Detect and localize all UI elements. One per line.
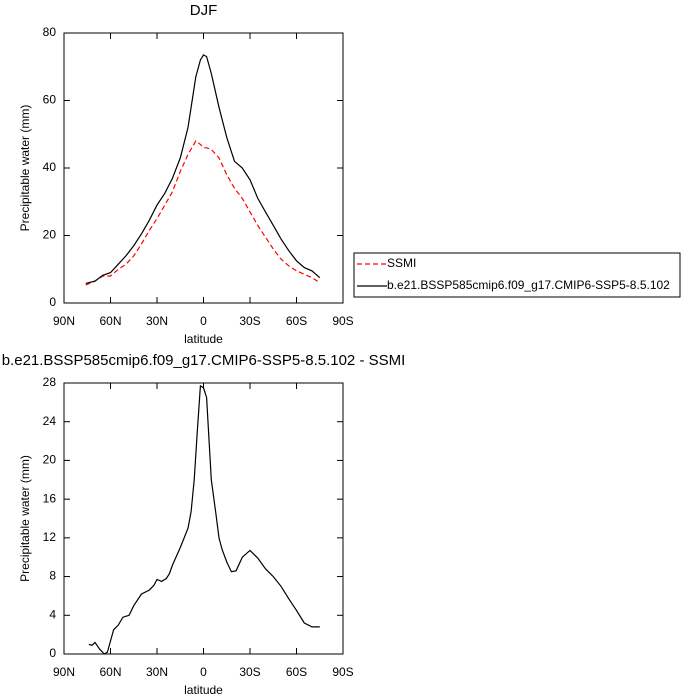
plot-frame: [63, 382, 344, 655]
y-tick-label: 4: [49, 607, 56, 621]
y-tick-label: 20: [43, 453, 57, 467]
y-axis-label: Precipitable water (mm): [18, 455, 32, 582]
x-axis-label: latitude: [184, 683, 223, 697]
y-tick-label: 0: [49, 295, 56, 309]
legend-label: SSMI: [387, 256, 416, 270]
y-tick-label: 28: [43, 375, 57, 389]
chart-title: DJF: [190, 2, 218, 19]
x-tick-label: 30N: [146, 314, 168, 328]
data-line: [88, 384, 320, 655]
y-tick-label: 80: [43, 25, 57, 39]
y-tick-label: 8: [49, 569, 56, 583]
y-tick-label: 24: [43, 414, 57, 428]
y-tick-label: 16: [43, 491, 57, 505]
x-tick-label: 90S: [332, 314, 353, 328]
y-tick-label: 60: [43, 93, 57, 107]
x-tick-label: 90N: [53, 665, 75, 679]
x-tick-label: 60N: [99, 665, 121, 679]
chart-title: b.e21.BSSP585cmip6.f09_g17.CMIP6-SSP5-8.…: [2, 352, 406, 369]
data-line: [85, 140, 321, 286]
legend-label: b.e21.BSSP585cmip6.f09_g17.CMIP6-SSP5-8.…: [387, 278, 670, 292]
legend-box: [353, 252, 681, 298]
y-axis-label: Precipitable water (mm): [18, 105, 32, 232]
x-tick-label: 60S: [286, 314, 307, 328]
x-axis-label: latitude: [184, 332, 223, 346]
data-line: [85, 54, 321, 284]
x-tick-label: 0: [200, 665, 207, 679]
x-tick-label: 30N: [146, 665, 168, 679]
plot-frame: [63, 32, 344, 304]
x-tick-label: 60S: [286, 665, 307, 679]
x-tick-label: 30S: [239, 314, 260, 328]
x-tick-label: 30S: [239, 665, 260, 679]
y-tick-label: 12: [43, 530, 57, 544]
y-tick-label: 20: [43, 228, 57, 242]
x-tick-label: 90S: [332, 665, 353, 679]
y-tick-label: 0: [49, 646, 56, 660]
x-tick-label: 0: [200, 314, 207, 328]
x-tick-label: 90N: [53, 314, 75, 328]
y-tick-label: 40: [43, 160, 57, 174]
x-tick-label: 60N: [99, 314, 121, 328]
